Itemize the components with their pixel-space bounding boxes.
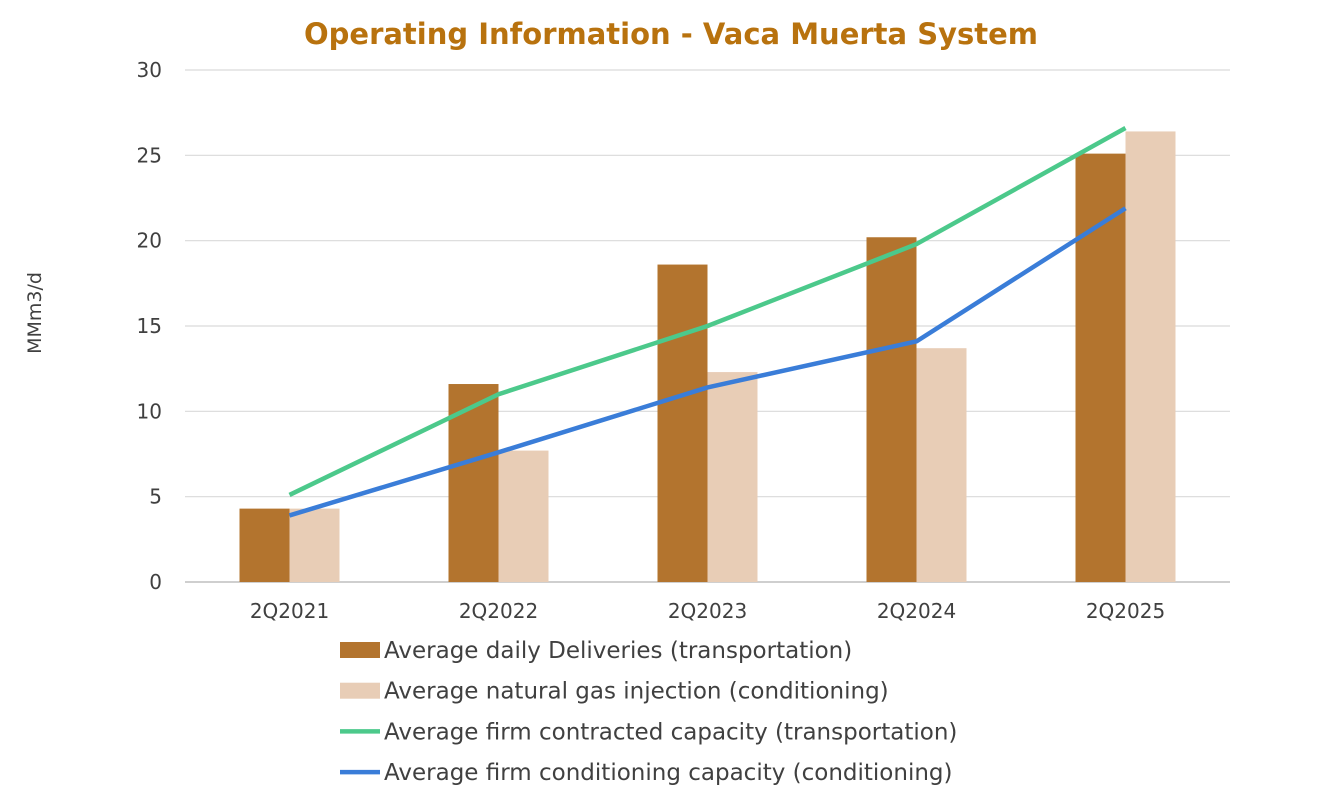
series-lines bbox=[288, 126, 1127, 518]
x-tick-labels: 2Q2021 2Q2022 2Q2023 2Q2024 2Q2025 bbox=[250, 599, 1165, 623]
legend-swatch bbox=[340, 642, 380, 658]
y-axis-label: MMm3/d bbox=[24, 272, 46, 354]
bar-injection-2Q2025 bbox=[1125, 131, 1176, 582]
bar-deliveries-2Q2023 bbox=[657, 264, 708, 582]
bar-injection-2Q2024 bbox=[916, 348, 967, 582]
x-tick-label: 2Q2022 bbox=[459, 599, 538, 623]
legend-label: Average natural gas injection (condition… bbox=[384, 679, 889, 705]
legend-label: Average daily Deliveries (transportation… bbox=[384, 638, 852, 664]
y-tick-label: 30 bbox=[137, 58, 162, 82]
bar-deliveries-2Q2024 bbox=[866, 237, 917, 582]
bar-injection-2Q2022 bbox=[498, 450, 549, 582]
y-tick-labels: 0 5 10 15 20 25 30 bbox=[137, 58, 162, 594]
legend-label: Average firm contracted capacity (transp… bbox=[384, 719, 957, 745]
bar-deliveries-2Q2021 bbox=[239, 508, 290, 582]
chart-title: Operating Information - Vaca Muerta Syst… bbox=[304, 17, 1038, 51]
y-tick-label: 0 bbox=[149, 570, 162, 594]
series-line-conditioning-capacity bbox=[288, 206, 1127, 518]
legend-label: Average firm conditioning capacity (cond… bbox=[384, 760, 953, 786]
legend: Average daily Deliveries (transportation… bbox=[340, 638, 957, 786]
x-tick-label: 2Q2025 bbox=[1086, 599, 1165, 623]
y-tick-label: 15 bbox=[137, 314, 162, 338]
x-tick-label: 2Q2021 bbox=[250, 599, 329, 623]
bar-injection-2Q2021 bbox=[289, 508, 340, 582]
bars bbox=[239, 131, 1176, 583]
series-line-contracted-capacity bbox=[288, 126, 1127, 497]
bar-deliveries-2Q2022 bbox=[448, 384, 499, 582]
bar-injection-2Q2023 bbox=[707, 372, 758, 582]
x-tick-label: 2Q2024 bbox=[877, 599, 956, 623]
y-tick-label: 25 bbox=[137, 143, 162, 167]
y-tick-label: 5 bbox=[149, 485, 162, 509]
legend-swatch bbox=[340, 682, 380, 699]
x-tick-label: 2Q2023 bbox=[668, 599, 747, 623]
y-tick-label: 10 bbox=[137, 399, 162, 423]
y-tick-label: 20 bbox=[137, 229, 162, 253]
bar-deliveries-2Q2025 bbox=[1075, 153, 1126, 583]
